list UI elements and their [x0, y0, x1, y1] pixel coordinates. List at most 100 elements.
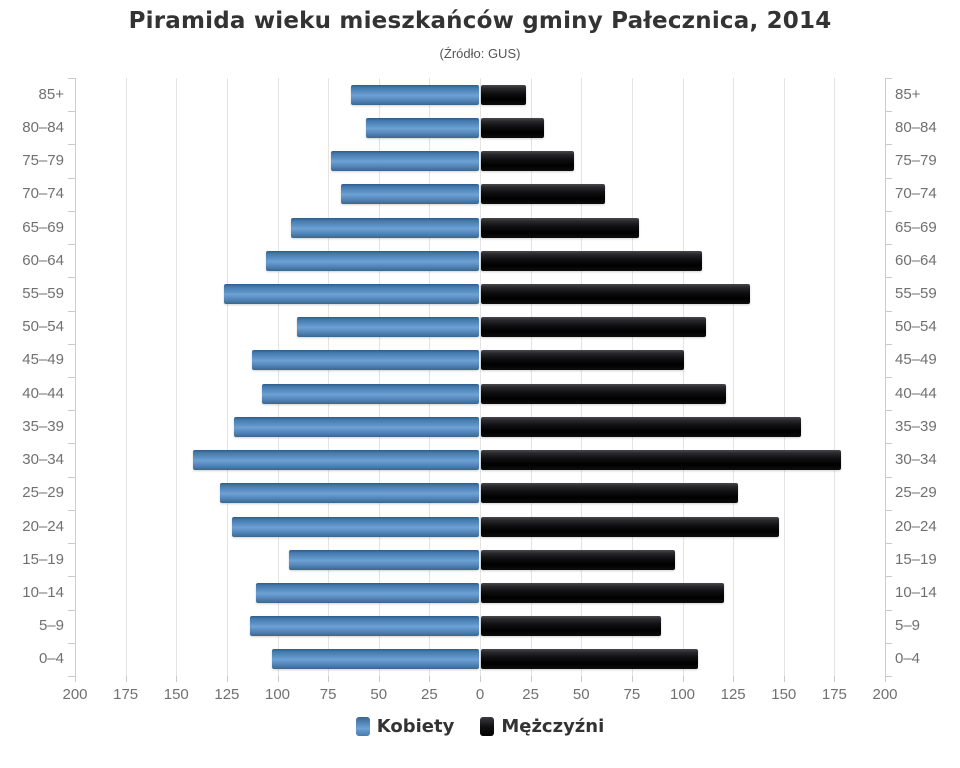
x-axis-label: 50 — [370, 686, 388, 703]
age-label-right: 45–49 — [895, 351, 937, 369]
legend-label-men: Mężczyźni — [501, 716, 605, 737]
gridline — [682, 78, 684, 676]
age-label-right: 40–44 — [895, 384, 937, 402]
women-bar[interactable] — [266, 250, 479, 271]
men-bar[interactable] — [481, 582, 724, 603]
x-axis-label: 0 — [475, 686, 485, 703]
age-axis-tick-left — [68, 78, 75, 79]
x-axis-label: 200 — [872, 686, 898, 703]
women-bar[interactable] — [296, 317, 479, 338]
gridline — [176, 78, 178, 676]
men-bar[interactable] — [481, 84, 526, 105]
x-axis-tick — [530, 676, 532, 682]
men-bar[interactable] — [481, 383, 727, 404]
age-axis-tick-right — [885, 78, 892, 79]
x-axis-label: 25 — [522, 686, 539, 703]
men-bar[interactable] — [481, 184, 605, 205]
legend-label-women: Kobiety — [376, 716, 455, 737]
x-axis-label: 125 — [214, 686, 240, 703]
women-bar[interactable] — [331, 151, 479, 172]
women-bar[interactable] — [219, 483, 479, 504]
age-axis-tick-left — [68, 410, 75, 412]
age-axis-tick-left — [68, 509, 75, 511]
x-axis-tick — [733, 676, 735, 682]
age-axis-tick-left — [68, 144, 75, 146]
women-bar[interactable] — [256, 582, 479, 603]
men-bar[interactable] — [481, 616, 662, 637]
age-label-right: 75–79 — [895, 152, 937, 170]
gridline — [226, 78, 228, 676]
age-label-left: 40–44 — [22, 384, 64, 402]
men-bar[interactable] — [481, 549, 676, 570]
age-label-right: 60–64 — [895, 251, 937, 269]
age-axis-tick-left — [68, 642, 75, 644]
women-bar[interactable] — [252, 350, 479, 371]
age-axis-tick-right — [885, 543, 892, 545]
women-bar[interactable] — [262, 383, 479, 404]
men-bar[interactable] — [481, 483, 739, 504]
page-title: Piramida wieku mieszkańców gminy Pałeczn… — [128, 8, 832, 34]
age-label-left: 65–69 — [22, 218, 64, 236]
women-bar[interactable] — [250, 616, 479, 637]
age-axis-tick-right — [885, 210, 892, 212]
x-axis-tick — [75, 676, 76, 682]
women-bar[interactable] — [233, 416, 479, 437]
age-label-left: 10–14 — [22, 583, 64, 601]
age-label-left: 60–64 — [22, 251, 64, 269]
women-bar[interactable] — [365, 117, 479, 138]
age-axis-tick-right — [885, 310, 892, 312]
age-axis-tick-right — [885, 144, 892, 146]
x-axis-label: 150 — [163, 686, 189, 703]
age-axis-tick-right — [885, 509, 892, 511]
men-bar[interactable] — [481, 450, 842, 471]
men-bar[interactable] — [481, 250, 702, 271]
women-bar[interactable] — [272, 649, 479, 670]
gridline — [581, 78, 583, 676]
age-axis-tick-right — [885, 576, 892, 578]
age-axis-tick-left — [68, 177, 75, 179]
x-axis-label: 100 — [264, 686, 291, 703]
men-bar[interactable] — [481, 649, 698, 670]
age-axis-tick-left — [68, 210, 75, 212]
women-bar[interactable] — [341, 184, 479, 205]
age-axis-tick-left — [68, 343, 75, 345]
age-axis-tick-left — [68, 111, 75, 113]
gridline — [733, 78, 735, 676]
age-label-right: 55–59 — [895, 284, 937, 302]
age-label-left: 55–59 — [22, 284, 64, 302]
age-label-right: 30–34 — [895, 451, 937, 469]
women-bar[interactable] — [288, 549, 479, 570]
x-axis-tick — [682, 676, 684, 682]
age-axis-tick-left — [68, 277, 75, 279]
gridline — [125, 78, 127, 676]
women-bar[interactable] — [351, 84, 479, 105]
gridline — [834, 78, 836, 676]
men-bar[interactable] — [481, 217, 639, 238]
women-bar[interactable] — [231, 516, 479, 537]
age-axis-tick-left — [68, 543, 75, 545]
men-bar[interactable] — [481, 416, 801, 437]
women-bar[interactable] — [290, 217, 479, 238]
x-axis-label: 175 — [113, 686, 139, 703]
legend-item-women[interactable]: Kobiety — [355, 716, 455, 737]
age-axis-tick-left — [68, 576, 75, 578]
women-bar[interactable] — [193, 450, 479, 471]
x-axis-tick — [885, 676, 886, 682]
men-series-swatch-icon — [480, 717, 495, 736]
x-axis-tick — [581, 676, 583, 682]
men-bar[interactable] — [481, 151, 575, 172]
legend-item-men[interactable]: Mężczyźni — [480, 716, 604, 737]
men-bar[interactable] — [481, 350, 684, 371]
men-bar[interactable] — [481, 516, 779, 537]
age-label-left: 50–54 — [22, 318, 64, 336]
age-axis-tick-right — [885, 676, 892, 677]
age-label-right: 80–84 — [895, 118, 937, 136]
men-bar[interactable] — [481, 283, 751, 304]
women-bar[interactable] — [223, 283, 479, 304]
men-bar[interactable] — [481, 317, 706, 338]
x-axis-label: 100 — [669, 686, 696, 703]
age-label-right: 25–29 — [895, 484, 937, 502]
age-label-left: 20–24 — [22, 517, 64, 535]
men-bar[interactable] — [481, 117, 544, 138]
